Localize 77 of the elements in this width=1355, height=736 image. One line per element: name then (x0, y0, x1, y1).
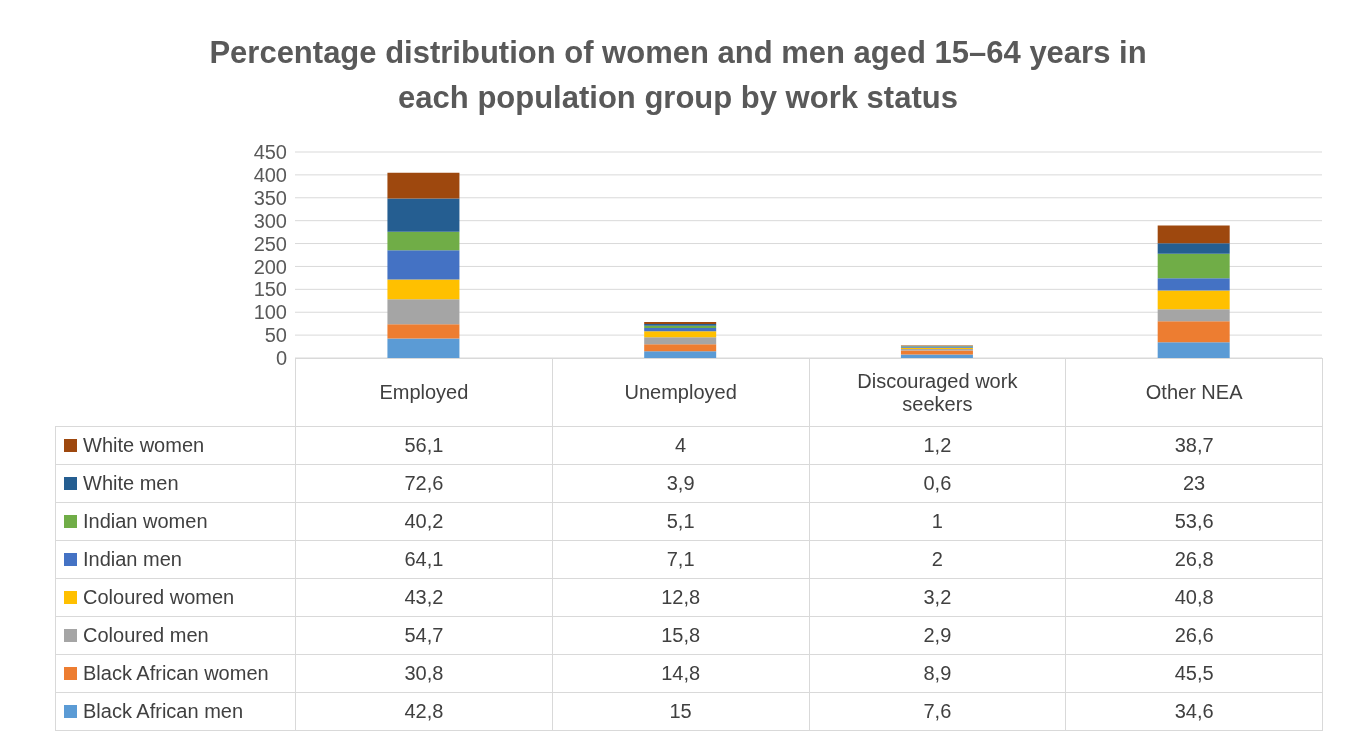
data-label: 34,6 (1065, 692, 1323, 731)
x-tick-label: Discouraged work seekers (809, 358, 1066, 427)
legend-label: White men (55, 464, 296, 503)
data-label: 26,6 (1065, 616, 1323, 655)
bar (644, 337, 717, 345)
data-label: 38,7 (1065, 426, 1323, 465)
legend-label: Indian women (55, 502, 296, 541)
legend-label: Coloured women (55, 578, 296, 617)
bar (387, 299, 460, 325)
legend-label: Indian men (55, 540, 296, 579)
data-label: 15 (552, 692, 809, 731)
y-tick-label: 50 (264, 324, 287, 347)
data-label: 26,8 (1065, 540, 1323, 579)
bar (387, 231, 460, 251)
bar (1157, 342, 1230, 358)
data-label: 53,6 (1065, 502, 1323, 541)
data-label: 8,9 (809, 654, 1066, 693)
y-tick-label: 0 (275, 347, 287, 370)
data-label: 23 (1065, 464, 1323, 503)
bar (1157, 278, 1230, 291)
x-tick-label: Employed (295, 358, 553, 427)
bar (387, 250, 460, 280)
data-label: 72,6 (295, 464, 553, 503)
bar (387, 324, 460, 339)
bar (1157, 225, 1230, 244)
data-label: 45,5 (1065, 654, 1323, 693)
bar (900, 350, 973, 355)
data-label: 2 (809, 540, 1066, 579)
data-label: 42,8 (295, 692, 553, 731)
legend-label: Black African men (55, 692, 296, 731)
bar (644, 351, 717, 358)
bar (1157, 321, 1230, 343)
data-label: 7,6 (809, 692, 1066, 731)
data-label: 64,1 (295, 540, 553, 579)
bar (1157, 309, 1230, 322)
bar (387, 172, 460, 199)
data-label: 0,6 (809, 464, 1066, 503)
y-tick-label: 350 (253, 186, 287, 209)
data-label: 3,2 (809, 578, 1066, 617)
y-tick-label: 200 (253, 255, 287, 278)
bar (1157, 253, 1230, 279)
x-tick-label: Unemployed (552, 358, 809, 427)
data-label: 1 (809, 502, 1066, 541)
data-label: 2,9 (809, 616, 1066, 655)
bar (644, 344, 717, 352)
data-label: 43,2 (295, 578, 553, 617)
data-label: 54,7 (295, 616, 553, 655)
data-label: 40,8 (1065, 578, 1323, 617)
legend-label: Coloured men (55, 616, 296, 655)
bar (387, 338, 460, 358)
data-label: 1,2 (809, 426, 1066, 465)
data-label: 40,2 (295, 502, 553, 541)
data-label: 15,8 (552, 616, 809, 655)
data-label: 12,8 (552, 578, 809, 617)
legend-label: White women (55, 426, 296, 465)
y-tick-label: 150 (253, 278, 287, 301)
data-label: 14,8 (552, 654, 809, 693)
y-tick-label: 250 (253, 232, 287, 255)
y-tick-label: 100 (253, 301, 287, 324)
bar (644, 331, 717, 338)
bar (387, 198, 460, 232)
bar (644, 328, 717, 332)
data-label: 7,1 (552, 540, 809, 579)
y-tick-label: 400 (253, 163, 287, 186)
data-label: 3,9 (552, 464, 809, 503)
data-label: 4 (552, 426, 809, 465)
x-tick-label: Other NEA (1065, 358, 1323, 427)
y-tick-label: 450 (253, 141, 287, 164)
bar (1157, 290, 1230, 310)
y-tick-label: 300 (253, 209, 287, 232)
data-label: 30,8 (295, 654, 553, 693)
bar (1157, 243, 1230, 254)
data-label: 56,1 (295, 426, 553, 465)
chart-title: Percentage distribution of women and men aged 15–64 years in each population group by work status (208, 34, 1148, 117)
bar (387, 279, 460, 300)
data-label: 5,1 (552, 502, 809, 541)
legend-label: Black African women (55, 654, 296, 693)
